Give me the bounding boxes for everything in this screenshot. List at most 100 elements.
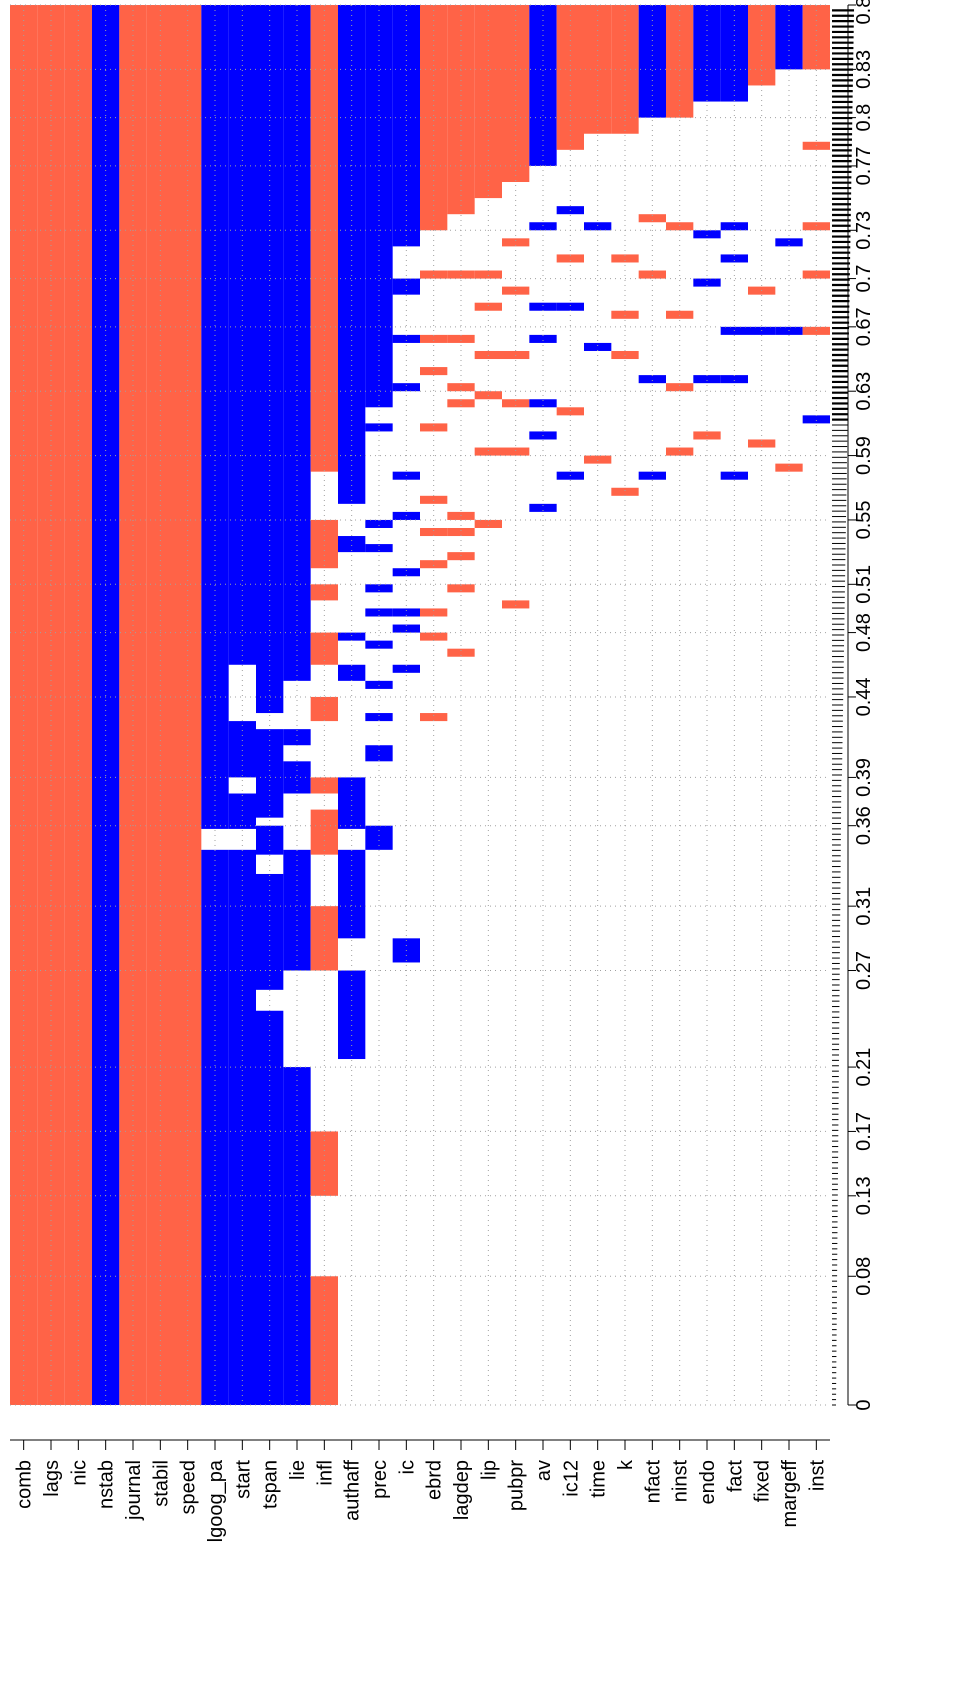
cell-fact-1	[720, 375, 748, 384]
variable-label-inst: inst	[806, 1460, 828, 1492]
cell-av-2	[529, 399, 557, 408]
cell-lagdep-6	[447, 383, 475, 392]
cell-lagdep-5	[447, 399, 475, 408]
cell-ninst-0	[666, 447, 694, 456]
prob-tick-label-5: 0.27	[853, 951, 875, 990]
cell-lagdep-7	[447, 334, 475, 343]
cell-fixed-0	[748, 439, 776, 448]
cell-lagdep-3	[447, 527, 475, 537]
variable-label-stabil: stabil	[150, 1460, 172, 1507]
cell-prec-2	[365, 713, 393, 722]
cell-prec-8	[365, 519, 393, 528]
cell-time-1	[584, 342, 612, 351]
prob-tick-label-14: 0.63	[853, 372, 875, 411]
cell-lgoog_pa-1	[201, 5, 229, 829]
cell-start-3	[228, 5, 256, 665]
cell-prec-7	[365, 544, 393, 553]
cell-authaff-1	[338, 849, 366, 939]
cell-lie-2	[283, 761, 311, 794]
cell-authaff-6	[338, 5, 366, 504]
cell-av-0	[529, 503, 557, 512]
cell-ic12-1	[556, 407, 584, 416]
cell-pubpr-2	[502, 399, 530, 408]
prob-tick-label-9: 0.44	[853, 677, 875, 716]
cell-ic-3	[392, 608, 420, 617]
cell-start-1	[228, 793, 256, 829]
grid-lines	[10, 4, 830, 1406]
cell-lip-0	[474, 519, 502, 528]
cell-infl-2	[310, 906, 338, 971]
cell-tspan-3	[256, 729, 284, 818]
prob-tick-label-20: 0.83	[853, 50, 875, 89]
cell-lie-3	[283, 729, 311, 746]
cell-k-3	[611, 254, 639, 263]
cell-ebrd-10	[420, 5, 448, 231]
cell-ebrd-7	[420, 367, 448, 376]
cell-prec-5	[365, 608, 393, 617]
cell-ic-9	[392, 278, 420, 295]
cell-lagdep-8	[447, 270, 475, 279]
cell-authaff-3	[338, 664, 366, 681]
variable-label-lgoog_pa: lgoog_pa	[205, 1459, 227, 1542]
cell-ebrd-6	[420, 423, 448, 432]
cell-ebrd-9	[420, 270, 448, 279]
cell-inst-2	[802, 270, 830, 279]
variable-label-nic: nic	[68, 1460, 90, 1486]
cell-lip-1	[474, 447, 502, 456]
cell-av-3	[529, 334, 557, 343]
cell-ebrd-0	[420, 713, 448, 722]
cell-lagdep-0	[447, 648, 475, 657]
cell-k-0	[611, 487, 639, 496]
variable-label-start: start	[232, 1460, 254, 1499]
cell-tspan-0	[256, 1010, 284, 1405]
prob-tick-label-16: 0.7	[853, 265, 875, 293]
variable-label-endo: endo	[697, 1460, 719, 1505]
cell-inst-3	[802, 222, 830, 231]
prob-tick-label-19: 0.8	[853, 104, 875, 132]
cell-ninst-4	[666, 5, 694, 118]
prob-tick-label-0: 0	[853, 1399, 875, 1410]
cell-inst-0	[802, 415, 830, 424]
cell-prec-3	[365, 680, 393, 689]
cell-ic12-2	[556, 302, 584, 311]
cell-infl-1	[310, 1131, 338, 1196]
cell-endo-3	[693, 230, 721, 239]
variable-label-authaff: authaff	[342, 1460, 364, 1521]
cell-ic12-5	[556, 5, 584, 150]
cell-time-2	[584, 222, 612, 231]
variable-label-pubpr: pubpr	[506, 1460, 528, 1511]
cell-ic-8	[392, 334, 420, 343]
cell-margeff-2	[775, 238, 803, 247]
variable-label-ic: ic	[396, 1460, 418, 1474]
variable-label-lags: lags	[41, 1460, 63, 1497]
variable-label-fixed: fixed	[752, 1460, 774, 1502]
variable-label-av: av	[533, 1460, 555, 1481]
cell-av-5	[529, 222, 557, 231]
cell-ic-7	[392, 383, 420, 392]
cell-k-2	[611, 310, 639, 319]
prob-tick-label-15: 0.67	[853, 307, 875, 346]
cell-lie-0	[283, 1067, 311, 1405]
prob-tick-label-1: 0.08	[853, 1257, 875, 1296]
prob-tick-label-13: 0.59	[853, 436, 875, 475]
cell-fact-4	[720, 222, 748, 231]
prob-tick-label-11: 0.51	[853, 565, 875, 604]
cell-ic-1	[392, 664, 420, 673]
cell-ebrd-1	[420, 632, 448, 641]
cell-nfact-1	[638, 375, 666, 384]
cell-pubpr-6	[502, 5, 530, 183]
cell-tspan-4	[256, 5, 284, 714]
cell-tspan-1	[256, 873, 284, 990]
cell-nfact-4	[638, 5, 666, 118]
cell-ebrd-8	[420, 334, 448, 343]
variable-label-nfact: nfact	[642, 1460, 664, 1504]
cell-authaff-4	[338, 632, 366, 641]
variable-label-comb: comb	[14, 1460, 36, 1509]
variable-label-speed: speed	[178, 1460, 200, 1515]
cell-prec-1	[365, 745, 393, 762]
prob-tick-label-2: 0.13	[853, 1176, 875, 1215]
cell-authaff-5	[338, 536, 366, 553]
cell-time-0	[584, 455, 612, 464]
cell-endo-1	[693, 375, 721, 384]
cell-lagdep-1	[447, 584, 475, 593]
